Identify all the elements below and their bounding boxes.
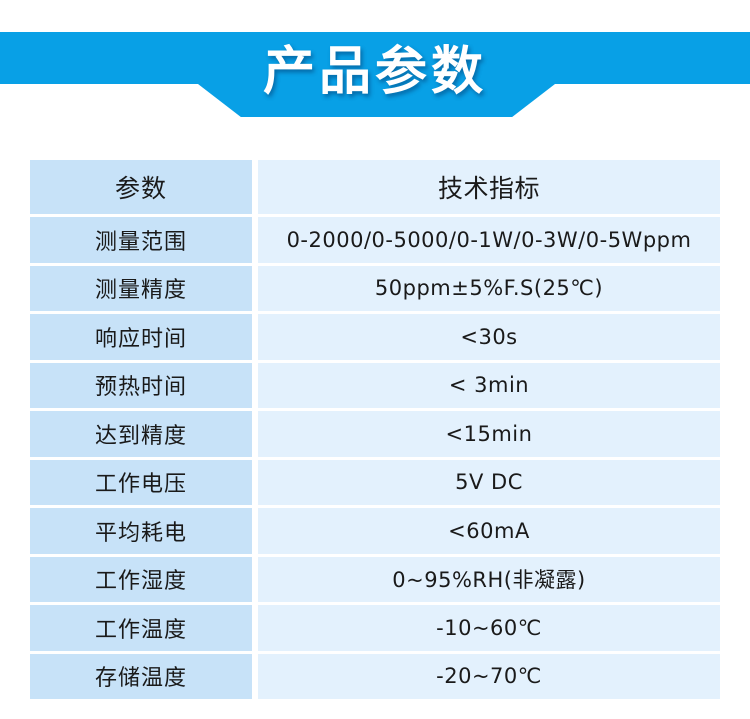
header-spec: 技术指标 — [258, 160, 720, 214]
header-parameter: 参数 — [30, 160, 252, 214]
spec-cell: 5V DC — [258, 459, 720, 505]
parameter-cell: 预热时间 — [30, 362, 252, 408]
parameter-cell: 测量精度 — [30, 265, 252, 311]
table-row: 响应时间 <30s — [30, 314, 720, 360]
parameter-cell: 响应时间 — [30, 314, 252, 360]
table-row: 达到精度 <15min — [30, 411, 720, 457]
spec-cell: 50ppm±5%F.S(25℃) — [258, 265, 720, 311]
page-title: 产品参数 — [262, 42, 487, 102]
parameter-cell: 达到精度 — [30, 411, 252, 457]
title-banner — [0, 32, 750, 84]
table-row: 工作电压 5V DC — [30, 459, 720, 505]
table-row: 测量精度 50ppm±5%F.S(25℃) — [30, 265, 720, 311]
spec-cell: <60mA — [258, 508, 720, 554]
table-row: 存储温度 -20~70℃ — [30, 653, 720, 699]
spec-table: 参数 技术指标 测量范围 0-2000/0-5000/0-1W/0-3W/0-5W… — [30, 160, 720, 702]
parameter-cell: 工作湿度 — [30, 556, 252, 602]
parameter-cell: 平均耗电 — [30, 508, 252, 554]
spec-cell: -20~70℃ — [258, 653, 720, 699]
spec-cell: <30s — [258, 314, 720, 360]
spec-cell: <15min — [258, 411, 720, 457]
parameter-cell: 工作电压 — [30, 459, 252, 505]
spec-cell: -10~60℃ — [258, 605, 720, 651]
parameter-cell: 存储温度 — [30, 653, 252, 699]
table-row: 工作湿度 0~95%RH(非凝露) — [30, 556, 720, 602]
spec-cell: 0~95%RH(非凝露) — [258, 556, 720, 602]
table-row: 平均耗电 <60mA — [30, 508, 720, 554]
spec-cell: 0-2000/0-5000/0-1W/0-3W/0-5Wppm — [258, 217, 720, 263]
title-banner-tab — [198, 84, 555, 117]
spec-cell: < 3min — [258, 362, 720, 408]
parameter-cell: 测量范围 — [30, 217, 252, 263]
parameter-cell: 工作温度 — [30, 605, 252, 651]
table-row: 工作温度 -10~60℃ — [30, 605, 720, 651]
table-header-row: 参数 技术指标 — [30, 160, 720, 214]
table-row: 预热时间 < 3min — [30, 362, 720, 408]
table-row: 测量范围 0-2000/0-5000/0-1W/0-3W/0-5Wppm — [30, 217, 720, 263]
